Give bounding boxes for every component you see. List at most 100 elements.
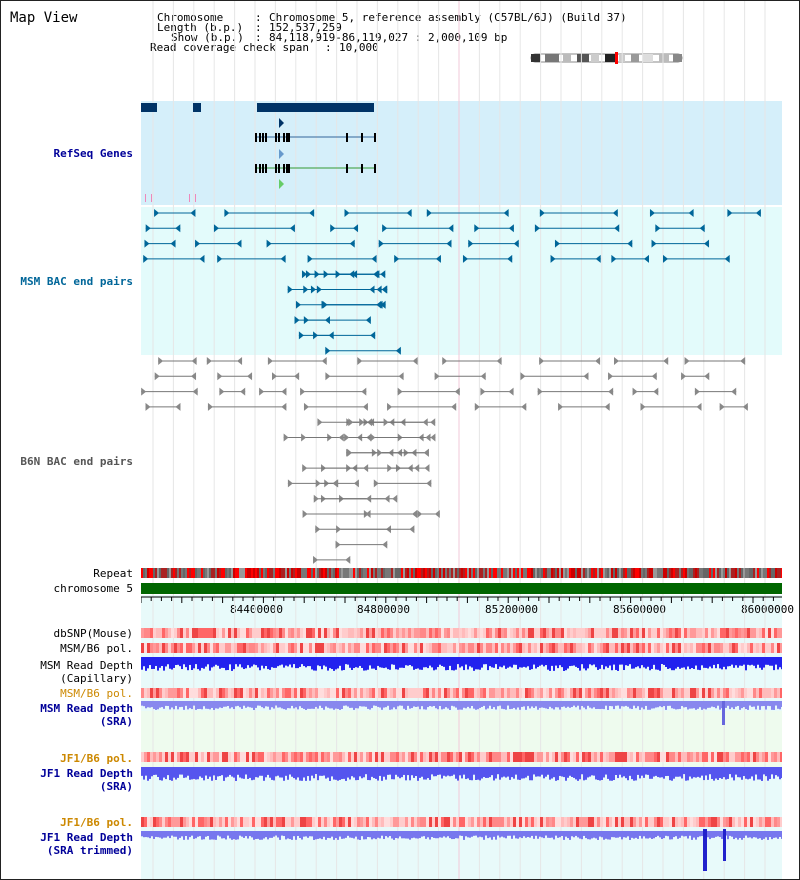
bac-end-arrow bbox=[534, 224, 540, 233]
depth-bar bbox=[467, 701, 469, 707]
heat-cell bbox=[591, 643, 594, 653]
depth-bar bbox=[607, 767, 609, 779]
depth-bar bbox=[627, 831, 629, 837]
heat-cell bbox=[189, 643, 192, 653]
repeat-segment bbox=[559, 568, 561, 578]
heat-cell bbox=[360, 688, 363, 698]
heat-cell bbox=[306, 628, 309, 638]
depth-bar bbox=[585, 701, 587, 710]
heat-cell bbox=[372, 643, 375, 653]
repeat-segment bbox=[641, 568, 643, 578]
depth-bar bbox=[353, 701, 355, 710]
depth-bar bbox=[551, 767, 553, 779]
label-msm-depth-sra-2: (SRA) bbox=[99, 715, 133, 728]
depth-bar bbox=[531, 831, 533, 836]
depth-bar bbox=[257, 831, 259, 839]
repeat-segment bbox=[415, 568, 417, 578]
axis-tick-label: 85600000 bbox=[613, 603, 666, 616]
genome-tracks[interactable] bbox=[141, 1, 782, 880]
heat-cell bbox=[678, 643, 681, 653]
heat-cell bbox=[663, 628, 666, 638]
heat-cell bbox=[669, 628, 672, 638]
depth-bar bbox=[313, 767, 315, 779]
depth-bar bbox=[263, 767, 265, 781]
heat-cell bbox=[591, 752, 594, 762]
depth-bar bbox=[469, 831, 471, 838]
heat-cell bbox=[582, 688, 585, 698]
depth-bar bbox=[381, 657, 383, 668]
heat-cell bbox=[219, 752, 222, 762]
bac-end-arrow bbox=[236, 239, 242, 248]
exon bbox=[259, 133, 261, 142]
depth-bar bbox=[597, 831, 599, 840]
heat-cell bbox=[657, 628, 660, 638]
bac-end-arrow bbox=[307, 254, 313, 263]
map-view-title: Map View bbox=[10, 10, 78, 26]
label-jf1-depth-sra-2: (SRA) bbox=[99, 780, 133, 793]
depth-bar bbox=[457, 767, 459, 781]
depth-bar bbox=[229, 831, 231, 839]
depth-bar bbox=[711, 657, 713, 669]
heat-cell bbox=[165, 752, 168, 762]
repeat-segment bbox=[647, 568, 649, 578]
depth-bar bbox=[415, 767, 417, 777]
heat-cell bbox=[462, 752, 465, 762]
heat-cell bbox=[318, 752, 321, 762]
depth-bar bbox=[249, 831, 251, 837]
heat-cell bbox=[699, 752, 702, 762]
depth-bar bbox=[371, 701, 373, 709]
depth-bar bbox=[591, 657, 593, 666]
depth-bar bbox=[253, 767, 255, 780]
heat-cell bbox=[480, 643, 483, 653]
repeat-segment bbox=[405, 568, 407, 578]
depth-bar bbox=[447, 831, 449, 837]
depth-bar bbox=[265, 767, 267, 778]
heat-cell bbox=[270, 688, 273, 698]
repeat-segment bbox=[551, 568, 553, 578]
chromosome-key: Chromosome bbox=[157, 11, 224, 24]
depth-bar bbox=[227, 657, 229, 671]
heat-cell bbox=[318, 688, 321, 698]
heat-cell bbox=[279, 628, 282, 638]
heat-cell bbox=[150, 688, 153, 698]
bac-end-arrow bbox=[604, 402, 610, 411]
repeat-segment bbox=[403, 568, 405, 578]
heat-cell bbox=[756, 643, 759, 653]
heat-cell bbox=[219, 643, 222, 653]
heat-cell bbox=[558, 817, 561, 827]
depth-bar bbox=[417, 657, 419, 669]
depth-bar bbox=[427, 657, 429, 669]
heat-cell bbox=[438, 643, 441, 653]
heat-cell bbox=[420, 752, 423, 762]
heat-cell bbox=[147, 628, 150, 638]
depth-bar bbox=[515, 767, 517, 775]
bac-end-arrow bbox=[175, 402, 181, 411]
heat-cell bbox=[534, 688, 537, 698]
heat-cell bbox=[300, 643, 303, 653]
heat-cell bbox=[291, 628, 294, 638]
label-jf1-depth-sra-1: JF1 Read Depth bbox=[40, 767, 133, 780]
heat-cell bbox=[366, 628, 369, 638]
heat-cell bbox=[303, 628, 306, 638]
repeat-segment bbox=[581, 568, 583, 578]
bac-end-arrow bbox=[283, 433, 289, 442]
depth-bar bbox=[395, 701, 397, 710]
heat-cell bbox=[201, 817, 204, 827]
depth-bar bbox=[341, 701, 343, 710]
heat-cell bbox=[624, 643, 627, 653]
depth-bar bbox=[247, 657, 249, 666]
depth-bar bbox=[601, 831, 603, 838]
depth-bar bbox=[397, 831, 399, 839]
heat-cell bbox=[351, 752, 354, 762]
depth-bar bbox=[757, 767, 759, 780]
depth-bar bbox=[699, 657, 701, 671]
heat-cell bbox=[273, 688, 276, 698]
depth-bar bbox=[455, 767, 457, 779]
depth-bar bbox=[663, 657, 665, 665]
heat-cell bbox=[522, 643, 525, 653]
bac-end-arrow bbox=[281, 402, 287, 411]
heat-cell bbox=[738, 643, 741, 653]
heat-cell bbox=[432, 643, 435, 653]
bac-end-arrow bbox=[271, 372, 277, 381]
depth-bar bbox=[725, 657, 727, 670]
